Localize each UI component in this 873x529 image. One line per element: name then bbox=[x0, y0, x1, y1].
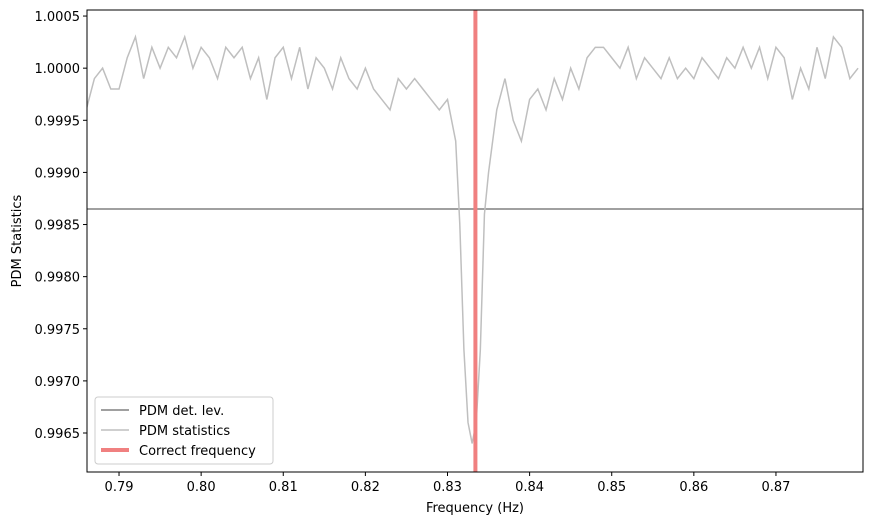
y-tick-label: 0.9970 bbox=[35, 375, 81, 390]
x-tick-label: 0.84 bbox=[515, 480, 544, 495]
x-tick-label: 0.80 bbox=[187, 480, 216, 495]
y-tick-label: 0.9985 bbox=[35, 219, 81, 234]
x-tick-label: 0.82 bbox=[351, 480, 380, 495]
x-axis-label: Frequency (Hz) bbox=[426, 501, 524, 516]
x-tick-label: 0.81 bbox=[269, 480, 298, 495]
x-tick-label: 0.85 bbox=[597, 480, 626, 495]
x-tick-label: 0.83 bbox=[433, 480, 462, 495]
y-tick-label: 1.0005 bbox=[35, 10, 81, 25]
plot-frame bbox=[86, 9, 864, 473]
x-tick-label: 0.79 bbox=[105, 480, 134, 495]
legend-label: PDM statistics bbox=[139, 424, 230, 439]
legend-box bbox=[94, 396, 274, 465]
plot-area bbox=[87, 10, 863, 472]
x-tick-label: 0.86 bbox=[679, 480, 708, 495]
x-tick-label: 0.87 bbox=[761, 480, 790, 495]
y-tick-label: 0.9965 bbox=[35, 427, 81, 442]
y-tick-label: 1.0000 bbox=[35, 62, 81, 77]
y-tick-label: 0.9995 bbox=[35, 114, 81, 129]
legend-label: Correct frequency bbox=[139, 444, 256, 459]
y-tick-label: 0.9980 bbox=[35, 271, 81, 286]
data-line bbox=[87, 34, 859, 444]
y-tick-label: 0.9975 bbox=[35, 323, 81, 338]
y-tick-label: 0.9990 bbox=[35, 166, 81, 181]
y-axis-label: PDM Statistics bbox=[10, 194, 25, 287]
legend-label: PDM det. lev. bbox=[139, 404, 224, 419]
